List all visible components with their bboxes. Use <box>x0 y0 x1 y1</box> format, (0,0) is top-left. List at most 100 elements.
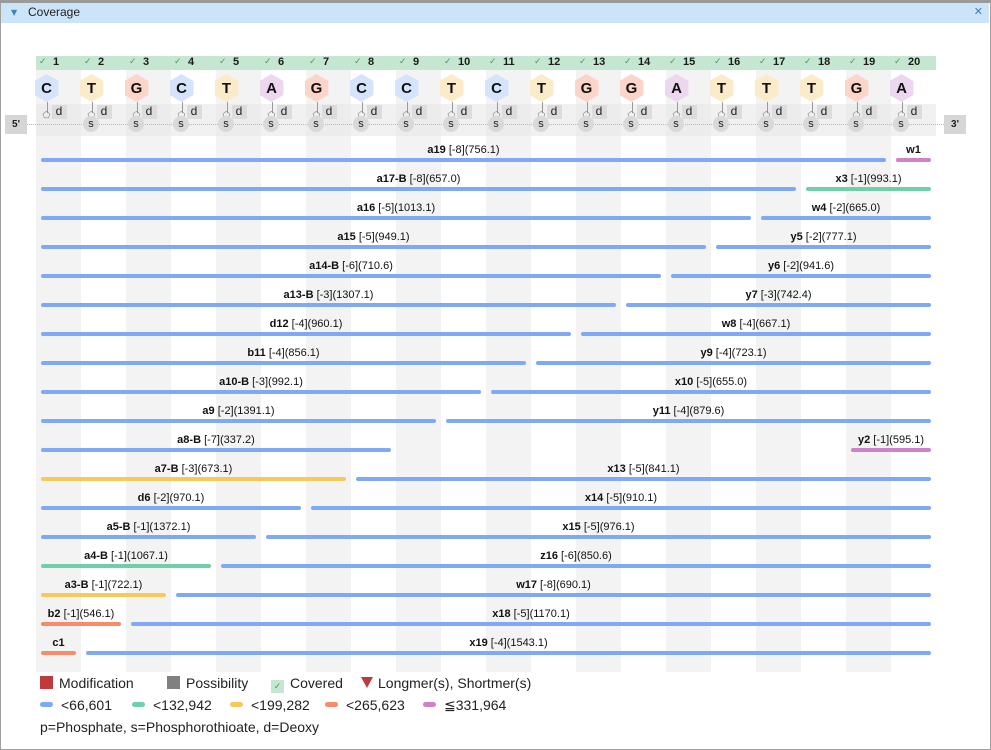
fragment-bar-a9[interactable] <box>41 419 436 423</box>
position-cell[interactable]: ✓ 5 <box>216 56 261 70</box>
deoxy-modification[interactable]: d <box>771 105 787 119</box>
position-cell[interactable]: ✓ 19 <box>846 56 891 70</box>
fragment-label-x13[interactable]: x13 [-5](841.1) <box>607 463 679 475</box>
fragment-bar-a8-B[interactable] <box>41 448 391 452</box>
phosphorothioate-linkage[interactable]: s <box>848 116 864 132</box>
phosphorothioate-linkage[interactable]: s <box>803 116 819 132</box>
fragment-bar-b11[interactable] <box>41 361 526 365</box>
deoxy-modification[interactable]: d <box>141 105 157 119</box>
fragment-label-y11[interactable]: y11 [-4](879.6) <box>653 405 725 417</box>
fragment-label-w1[interactable]: w1 <box>906 144 921 156</box>
fragment-bar-a14-B[interactable] <box>41 274 661 278</box>
fragment-label-x10[interactable]: x10 [-5](655.0) <box>675 376 747 388</box>
position-cell[interactable]: ✓ 7 <box>306 56 351 70</box>
fragment-bar-x13[interactable] <box>356 477 931 481</box>
deoxy-modification[interactable]: d <box>501 105 517 119</box>
close-icon[interactable]: ✕ <box>973 5 983 18</box>
position-cell[interactable]: ✓ 4 <box>171 56 216 70</box>
deoxy-modification[interactable]: d <box>456 105 472 119</box>
fragment-label-a19[interactable]: a19 [-8](756.1) <box>427 144 499 156</box>
phosphorothioate-linkage[interactable]: s <box>218 116 234 132</box>
deoxy-modification[interactable]: d <box>231 105 247 119</box>
position-cell[interactable]: ✓ 17 <box>756 56 801 70</box>
deoxy-modification[interactable]: d <box>636 105 652 119</box>
position-cell[interactable]: ✓ 18 <box>801 56 846 70</box>
fragment-bar-y2[interactable] <box>851 448 931 452</box>
fragment-bar-a13-B[interactable] <box>41 303 616 307</box>
fragment-bar-x19[interactable] <box>86 651 931 655</box>
deoxy-modification[interactable]: d <box>321 105 337 119</box>
position-cell[interactable]: ✓ 8 <box>351 56 396 70</box>
fragment-bar-x3[interactable] <box>806 187 931 191</box>
position-cell[interactable]: ✓ 11 <box>486 56 531 70</box>
deoxy-modification[interactable]: d <box>186 105 202 119</box>
fragment-bar-c1[interactable] <box>41 651 76 655</box>
deoxy-modification[interactable]: d <box>51 105 67 119</box>
fragment-bar-d12[interactable] <box>41 332 571 336</box>
fragment-label-x18[interactable]: x18 [-5](1170.1) <box>492 608 569 620</box>
fragment-label-w4[interactable]: w4 [-2](665.0) <box>812 202 881 214</box>
fragment-label-x14[interactable]: x14 [-5](910.1) <box>585 492 657 504</box>
fragment-label-a8-B[interactable]: a8-B [-7](337.2) <box>177 434 255 446</box>
deoxy-modification[interactable]: d <box>276 105 292 119</box>
fragment-label-y6[interactable]: y6 [-2](941.6) <box>768 260 834 272</box>
fragment-label-y9[interactable]: y9 [-4](723.1) <box>700 347 766 359</box>
collapse-triangle-icon[interactable]: ▼ <box>11 8 18 17</box>
fragment-label-a3-B[interactable]: a3-B [-1](722.1) <box>65 579 143 591</box>
fragment-bar-y11[interactable] <box>446 419 931 423</box>
position-cell[interactable]: ✓ 14 <box>621 56 666 70</box>
deoxy-modification[interactable]: d <box>906 105 922 119</box>
fragment-label-a17-B[interactable]: a17-B [-8](657.0) <box>377 173 461 185</box>
position-cell[interactable]: ✓ 3 <box>126 56 171 70</box>
fragment-label-y5[interactable]: y5 [-2](777.1) <box>790 231 856 243</box>
position-cell[interactable]: ✓ 2 <box>81 56 126 70</box>
phosphorothioate-linkage[interactable]: s <box>623 116 639 132</box>
fragment-label-c1[interactable]: c1 <box>52 637 64 649</box>
phosphorothioate-linkage[interactable]: s <box>308 116 324 132</box>
fragment-bar-a15[interactable] <box>41 245 706 249</box>
position-cell[interactable]: ✓ 13 <box>576 56 621 70</box>
position-cell[interactable]: ✓ 6 <box>261 56 306 70</box>
position-cell[interactable]: ✓ 9 <box>396 56 441 70</box>
fragment-label-b2[interactable]: b2 [-1](546.1) <box>48 608 115 620</box>
fragment-label-w17[interactable]: w17 [-8](690.1) <box>516 579 591 591</box>
fragment-bar-a3-B[interactable] <box>41 593 166 597</box>
fragment-label-a15[interactable]: a15 [-5](949.1) <box>337 231 409 243</box>
fragment-bar-a10-B[interactable] <box>41 390 481 394</box>
phosphorothioate-linkage[interactable]: s <box>443 116 459 132</box>
deoxy-modification[interactable]: d <box>411 105 427 119</box>
fragment-label-d12[interactable]: d12 [-4](960.1) <box>270 318 343 330</box>
phosphorothioate-linkage[interactable]: s <box>488 116 504 132</box>
fragment-label-d6[interactable]: d6 [-2](970.1) <box>138 492 205 504</box>
fragment-bar-a7-B[interactable] <box>41 477 346 481</box>
phosphorothioate-linkage[interactable]: s <box>713 116 729 132</box>
fragment-label-y2[interactable]: y2 [-1](595.1) <box>858 434 924 446</box>
fragment-bar-w1[interactable] <box>896 158 931 162</box>
phosphorothioate-linkage[interactable]: s <box>128 116 144 132</box>
fragment-bar-a17-B[interactable] <box>41 187 796 191</box>
fragment-label-w8[interactable]: w8 [-4](667.1) <box>722 318 791 330</box>
fragment-bar-y7[interactable] <box>626 303 931 307</box>
fragment-bar-w17[interactable] <box>176 593 931 597</box>
fragment-label-x15[interactable]: x15 [-5](976.1) <box>562 521 634 533</box>
fragment-label-a7-B[interactable]: a7-B [-3](673.1) <box>155 463 233 475</box>
position-cell[interactable]: ✓ 12 <box>531 56 576 70</box>
position-cell[interactable]: ✓ 20 <box>891 56 936 70</box>
fragment-label-a9[interactable]: a9 [-2](1391.1) <box>202 405 274 417</box>
deoxy-modification[interactable]: d <box>861 105 877 119</box>
fragment-bar-y5[interactable] <box>716 245 931 249</box>
fragment-label-z16[interactable]: z16 [-6](850.6) <box>540 550 612 562</box>
fragment-bar-x18[interactable] <box>131 622 931 626</box>
fragment-label-a16[interactable]: a16 [-5](1013.1) <box>357 202 435 214</box>
phosphorothioate-linkage[interactable]: s <box>893 116 909 132</box>
phosphorothioate-linkage[interactable]: s <box>83 116 99 132</box>
fragment-label-y7[interactable]: y7 [-3](742.4) <box>745 289 811 301</box>
fragment-bar-y9[interactable] <box>536 361 931 365</box>
position-cell[interactable]: ✓ 16 <box>711 56 756 70</box>
fragment-bar-w4[interactable] <box>761 216 931 220</box>
deoxy-modification[interactable]: d <box>591 105 607 119</box>
phosphorothioate-linkage[interactable]: s <box>668 116 684 132</box>
fragment-bar-b2[interactable] <box>41 622 121 626</box>
fragment-bar-z16[interactable] <box>221 564 931 568</box>
fragment-label-a14-B[interactable]: a14-B [-6](710.6) <box>309 260 393 272</box>
